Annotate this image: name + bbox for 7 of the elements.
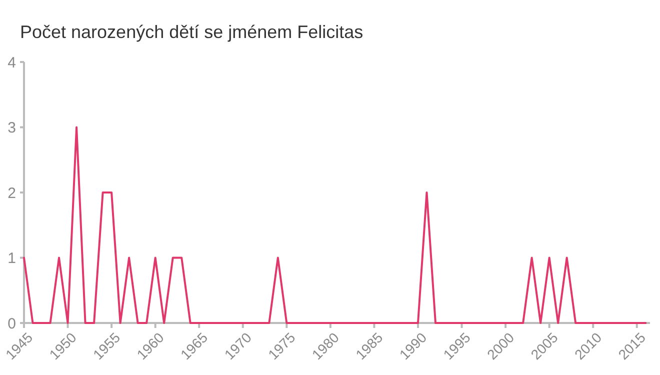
y-tick-label: 2 xyxy=(8,184,16,202)
y-tick-label: 4 xyxy=(8,54,16,72)
y-tick-label: 1 xyxy=(8,250,16,267)
y-tick-label: 0 xyxy=(8,315,16,332)
line-series xyxy=(23,126,647,324)
chart-title: Počet narozených dětí se jménem Felicitas xyxy=(20,22,364,42)
y-tick-label: 3 xyxy=(8,120,16,136)
